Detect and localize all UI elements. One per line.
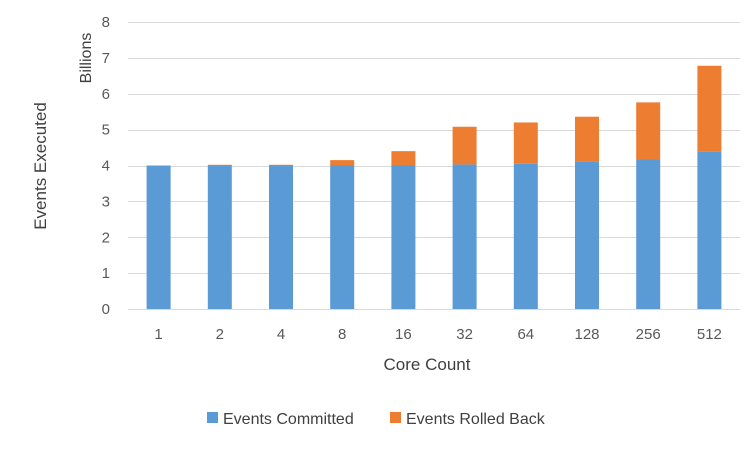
x-axis-title: Core Count xyxy=(384,355,471,374)
y-tick-label: 4 xyxy=(102,158,110,175)
x-tick-label: 8 xyxy=(338,326,346,343)
y-tick-label: 2 xyxy=(102,229,110,246)
bar-rolled-back-128 xyxy=(575,117,599,162)
legend-label-committed: Events Committed xyxy=(223,411,354,428)
legend-swatch-committed xyxy=(207,412,218,423)
bar-committed-2 xyxy=(208,166,232,310)
x-tick-label: 512 xyxy=(697,326,722,343)
stacked-bar-chart: 0 1 2 3 4 5 6 7 8 1 2 4 8 16 32 64 128 256 512 Billions E… xyxy=(0,0,750,449)
y-tick-label: 7 xyxy=(102,50,110,67)
y-tick-label: 1 xyxy=(102,265,110,282)
legend: Events Committed Events Rolled Back xyxy=(207,411,546,428)
bar-committed-32 xyxy=(453,164,477,309)
y-axis-title: Events Executed xyxy=(31,102,50,230)
x-tick-label: 16 xyxy=(395,326,412,343)
bar-rolled-back-2 xyxy=(208,165,232,166)
x-tick-label: 256 xyxy=(636,326,661,343)
bar-rolled-back-512 xyxy=(697,66,721,152)
bars xyxy=(147,66,722,309)
x-tick-label: 4 xyxy=(277,326,285,343)
y-tick-label: 5 xyxy=(102,122,110,139)
bar-committed-512 xyxy=(697,152,721,309)
y-tick-label: 0 xyxy=(102,301,110,318)
bar-rolled-back-16 xyxy=(391,151,415,165)
y-axis-tick-labels: 0 1 2 3 4 5 6 7 8 xyxy=(102,14,110,318)
bar-committed-4 xyxy=(269,166,293,310)
y-tick-label: 3 xyxy=(102,193,110,210)
x-tick-label: 32 xyxy=(456,326,473,343)
bar-committed-256 xyxy=(636,159,660,309)
x-tick-label: 1 xyxy=(154,326,162,343)
bar-committed-1 xyxy=(147,166,171,310)
bar-committed-8 xyxy=(330,166,354,310)
x-tick-label: 2 xyxy=(216,326,224,343)
bar-committed-64 xyxy=(514,164,538,309)
y-tick-label: 6 xyxy=(102,86,110,103)
bar-committed-128 xyxy=(575,162,599,309)
bar-rolled-back-64 xyxy=(514,122,538,163)
x-tick-label: 128 xyxy=(574,326,599,343)
bar-rolled-back-32 xyxy=(453,127,477,165)
bar-rolled-back-8 xyxy=(330,160,354,165)
legend-label-rolled-back: Events Rolled Back xyxy=(406,411,546,428)
bar-rolled-back-4 xyxy=(269,165,293,166)
x-tick-label: 64 xyxy=(517,326,534,343)
bar-committed-16 xyxy=(391,166,415,310)
y-axis-units-label: Billions xyxy=(78,33,95,84)
y-tick-label: 8 xyxy=(102,14,110,31)
legend-swatch-rolled-back xyxy=(390,412,401,423)
x-axis-tick-labels: 1 2 4 8 16 32 64 128 256 512 xyxy=(154,326,721,343)
bar-rolled-back-256 xyxy=(636,102,660,159)
